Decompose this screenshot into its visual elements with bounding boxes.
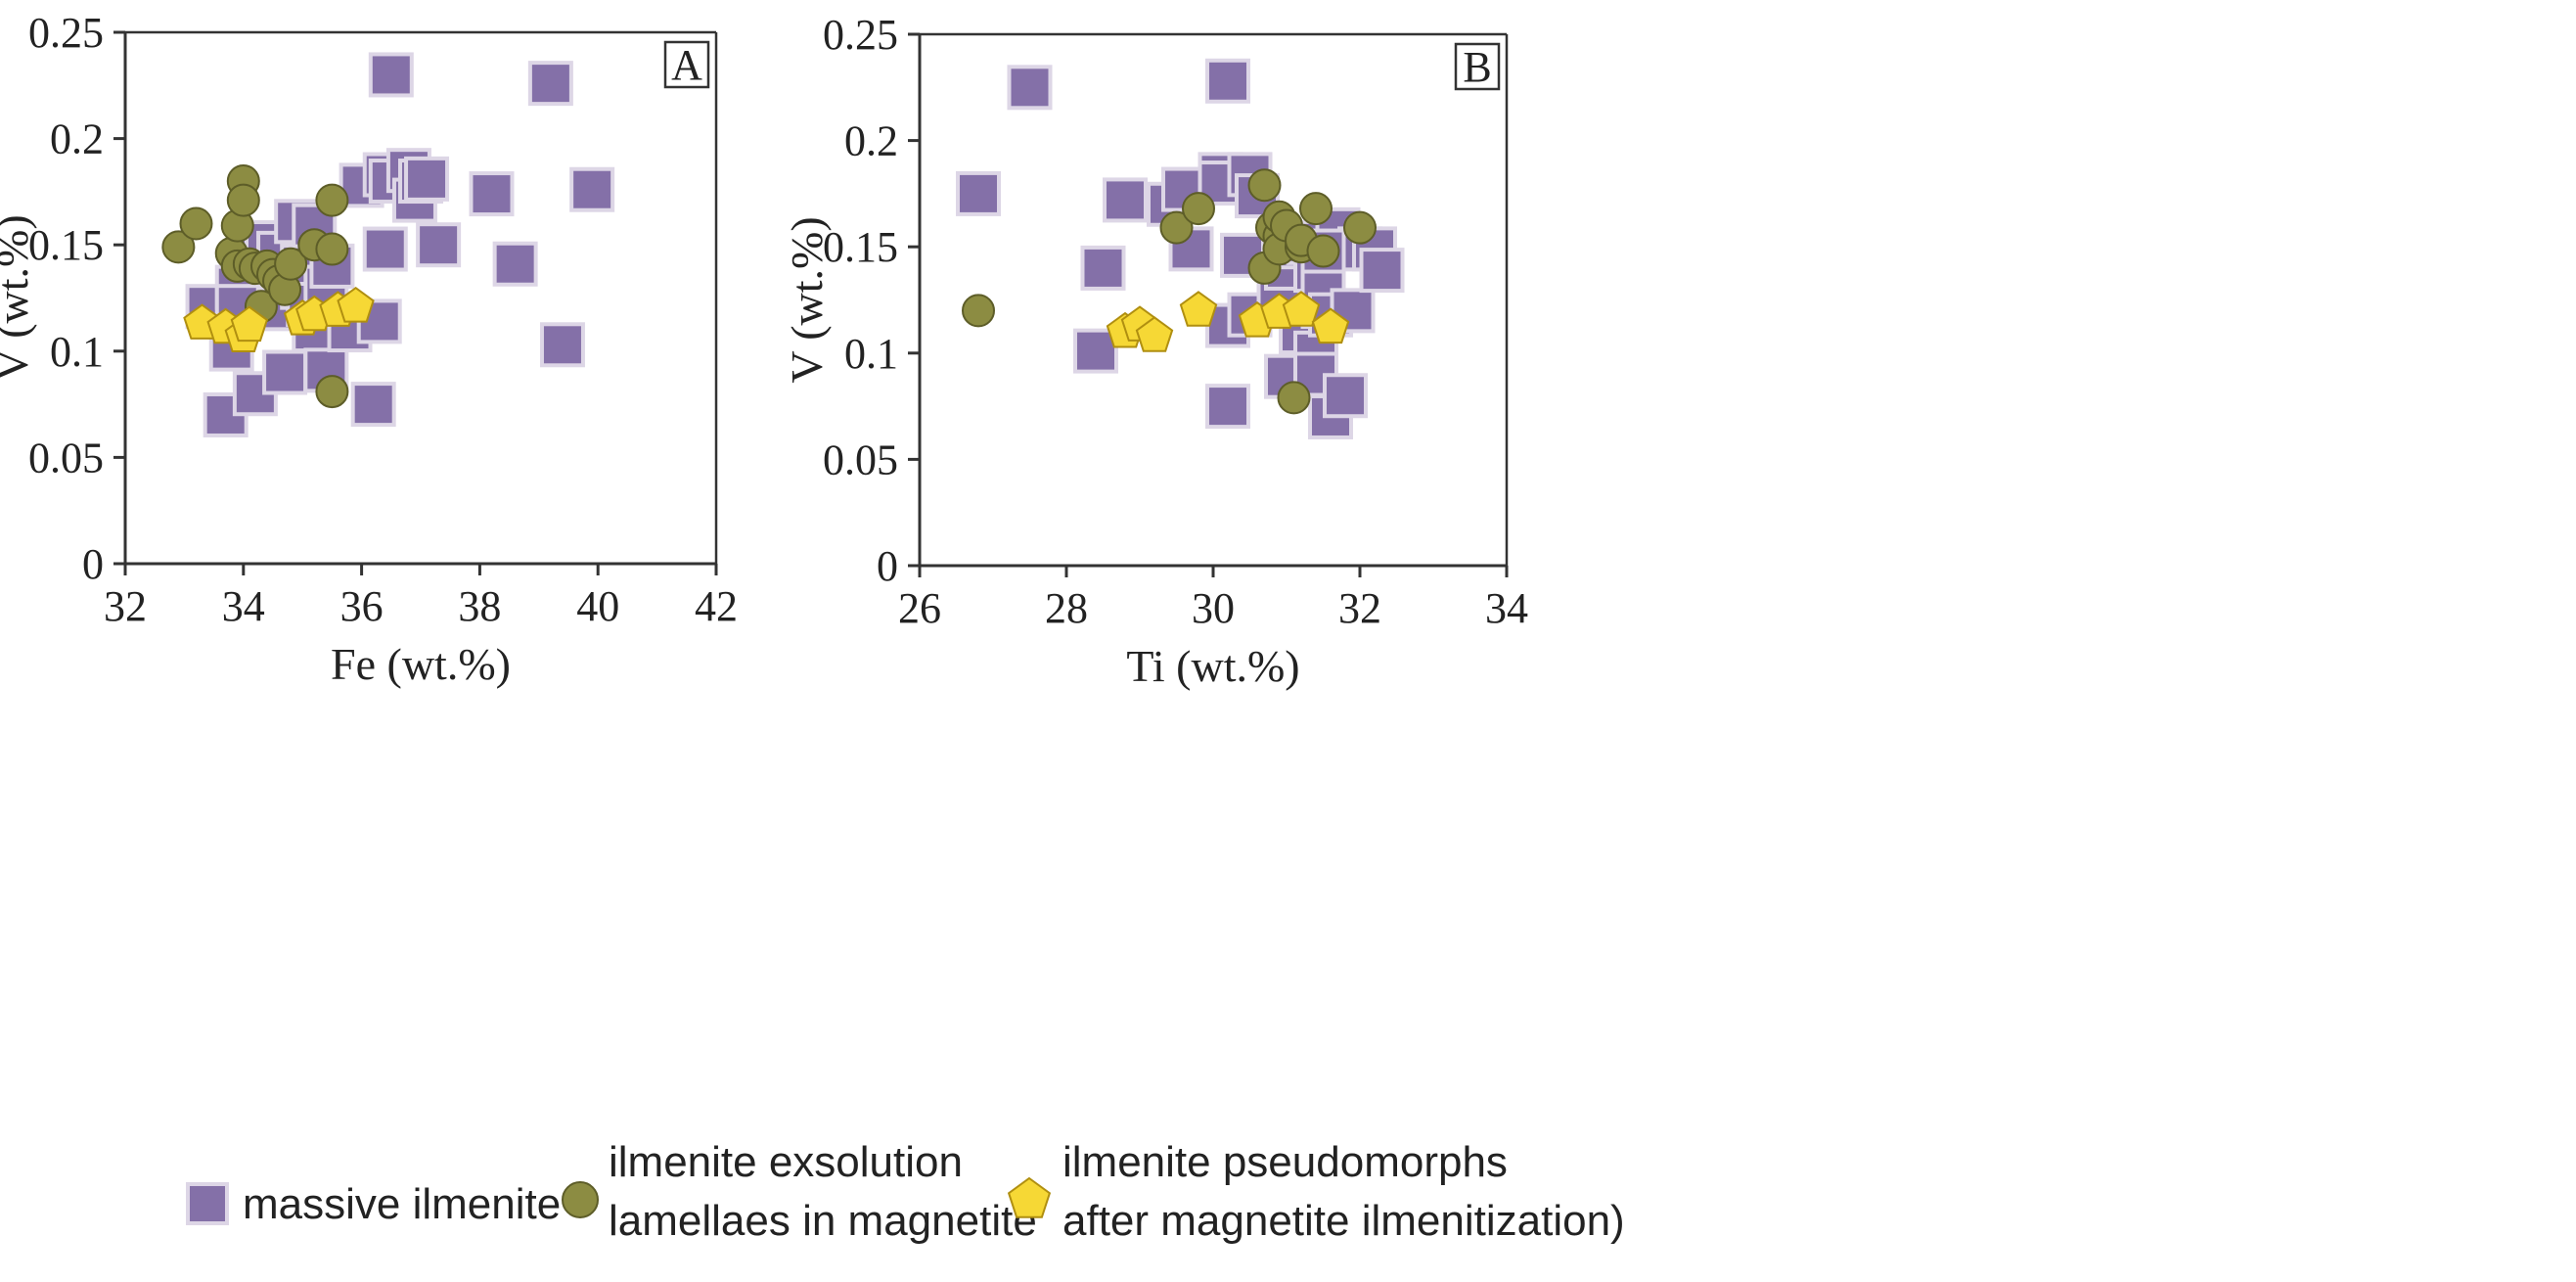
y-tick-label: 0.05	[823, 435, 898, 483]
circle-point	[1159, 210, 1194, 245]
square-point	[1205, 58, 1250, 104]
y-tick-label: 0.2	[844, 117, 898, 165]
circle-point	[315, 375, 349, 409]
x-tick-label: 36	[340, 582, 384, 630]
circle-point	[1247, 168, 1282, 203]
legend: massive ilmenite ilmenite exsolution lamel…	[186, 1138, 1625, 1245]
square-point	[539, 322, 585, 368]
y-tick-label: 0.05	[28, 434, 104, 481]
square-point	[404, 156, 450, 202]
square-point	[1103, 177, 1148, 223]
square-point	[469, 171, 515, 217]
y-tick-label: 0	[877, 542, 898, 590]
series-pentagon	[1106, 291, 1350, 352]
legend-item-pentagon: ilmenite pseudomorphs after magnetite ilm…	[1007, 1138, 1625, 1245]
pentagon-point	[337, 286, 375, 323]
y-tick-label: 0	[82, 540, 104, 588]
y-tick-label: 0.25	[823, 11, 898, 59]
circle-point	[179, 206, 213, 241]
square-point	[1007, 65, 1053, 111]
square-point	[1323, 373, 1368, 419]
y-axis-title: V (wt.%)	[782, 216, 832, 383]
panel-a: 0 0.05 0.1 0.15 0.2 0.25 32 34 36 38 40 42 Fe (wt.%)…	[0, 9, 738, 689]
panel-label-box	[663, 40, 710, 89]
square-point	[569, 166, 615, 212]
circle-point	[962, 294, 995, 328]
y-tick-label: 0.15	[28, 221, 104, 269]
pentagon-point	[1135, 316, 1174, 352]
pentagon-point	[1179, 291, 1218, 327]
square-point	[368, 52, 414, 98]
legend-label: after magnetite ilmenitization)	[1062, 1197, 1625, 1245]
circle-point	[161, 230, 196, 264]
panel-label: A	[671, 41, 702, 89]
series-circle	[962, 168, 1377, 415]
panel-b: 0 0.05 0.1 0.15 0.2 0.25 26 28 30 32 34 Ti (wt.%) V …	[782, 11, 1528, 691]
y-tick-label: 0.1	[844, 330, 898, 378]
series-square	[185, 52, 615, 437]
y-tick-label: 0.2	[50, 115, 104, 163]
pentagon-point	[1282, 291, 1321, 327]
x-tick-label: 38	[458, 582, 501, 630]
circle-point	[315, 232, 349, 266]
series-circle	[161, 164, 349, 409]
legend-label: lamellaes in magnetite	[609, 1197, 1037, 1245]
x-tick-label: 34	[1485, 584, 1528, 632]
square-point	[1073, 328, 1118, 374]
circle-point	[1277, 381, 1311, 415]
legend-circle-marker	[562, 1181, 599, 1218]
x-tick-label: 32	[1338, 584, 1381, 632]
x-axis-title: Fe (wt.%)	[331, 639, 511, 689]
x-tick-label: 30	[1192, 584, 1235, 632]
legend-label: ilmenite exsolution	[609, 1138, 963, 1186]
panel-label-box	[1454, 42, 1501, 91]
x-tick-label: 26	[898, 584, 941, 632]
legend-item-square: massive ilmenite	[186, 1180, 561, 1228]
circle-point	[1343, 210, 1377, 245]
panel-label: B	[1463, 43, 1491, 91]
circle-point	[1182, 192, 1215, 226]
x-tick-label: 32	[104, 582, 147, 630]
series-pentagon	[183, 286, 375, 352]
square-point	[1080, 245, 1126, 291]
y-tick-label: 0.25	[28, 9, 104, 57]
x-tick-label: 42	[695, 582, 738, 630]
pentagon-point	[1311, 307, 1350, 344]
x-axis-title: Ti (wt.%)	[1126, 641, 1299, 691]
square-point	[956, 170, 1001, 216]
legend-pentagon-marker	[1007, 1176, 1052, 1218]
legend-label: ilmenite pseudomorphs	[1062, 1138, 1508, 1186]
legend-item-circle: ilmenite exsolution lamellaes in magnetit…	[562, 1138, 1037, 1245]
y-tick-label: 0.1	[50, 328, 104, 376]
x-tick-label: 28	[1045, 584, 1088, 632]
legend-square-marker	[186, 1182, 229, 1225]
circle-point	[315, 183, 349, 217]
circle-point	[274, 247, 308, 281]
square-point	[262, 349, 308, 395]
circle-point	[1306, 234, 1340, 268]
square-point	[350, 382, 396, 428]
square-point	[1359, 248, 1405, 294]
circle-point	[1299, 192, 1333, 226]
square-point	[492, 241, 538, 287]
square-point	[416, 222, 462, 268]
y-axis-title: V (wt.%)	[0, 214, 37, 381]
x-tick-label: 40	[576, 582, 619, 630]
square-point	[362, 226, 408, 272]
pentagon-point	[230, 305, 269, 343]
square-point	[1205, 384, 1250, 430]
x-tick-label: 34	[222, 582, 265, 630]
square-point	[527, 61, 573, 107]
y-tick-label: 0.15	[823, 223, 898, 271]
circle-point	[226, 183, 260, 217]
legend-label: massive ilmenite	[243, 1180, 561, 1228]
